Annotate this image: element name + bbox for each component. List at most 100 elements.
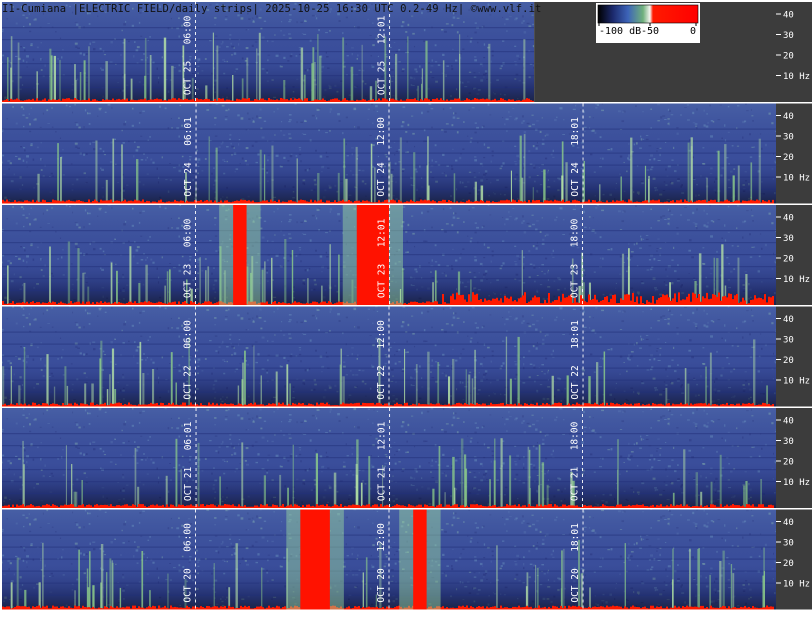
lowfreq-red [84,202,86,204]
lowfreq-red [60,301,62,305]
lowfreq-red [408,201,410,204]
band-line [2,63,535,65]
lowfreq-red [456,608,458,610]
freq-tick-label: 40 [783,11,794,21]
lowfreq-red [740,506,742,508]
lowfreq-red [204,99,206,102]
lowfreq-red [296,606,298,610]
lowfreq-red [328,200,330,204]
lowfreq-red [712,200,714,204]
lowfreq-red [12,607,14,610]
activity-spike [689,548,691,610]
lowfreq-red [526,98,528,102]
activity-spike [83,60,86,102]
lowfreq-red [522,405,524,407]
lowfreq-red [220,200,222,204]
lowfreq-red [30,405,32,407]
lowfreq-red [502,98,504,102]
lowfreq-red [24,403,26,407]
lowfreq-red [524,292,526,305]
lowfreq-red [418,504,420,508]
lowfreq-red [770,606,772,610]
lowfreq-red [292,607,294,610]
activity-spike [213,563,215,610]
lowfreq-red [666,294,668,305]
activity-spike [589,587,591,610]
lowfreq-red [474,98,476,102]
lowfreq-red [632,202,634,204]
lowfreq-red [766,302,768,305]
lowfreq-red [108,302,110,305]
lowfreq-red [702,403,704,407]
lowfreq-red [552,404,554,407]
lowfreq-red [448,504,450,508]
lowfreq-red [30,302,32,305]
lowfreq-red [634,201,636,204]
lowfreq-red [742,403,744,407]
lowfreq-red [148,404,150,407]
lowfreq-red [58,506,60,508]
lowfreq-red [182,504,184,508]
time-label: 18:01 [570,320,581,349]
lowfreq-red [428,404,430,407]
lowfreq-red [654,607,656,610]
lowfreq-red [608,202,610,204]
lowfreq-red [88,504,90,508]
lowfreq-red [138,200,140,204]
lowfreq-red [468,199,470,204]
lowfreq-red [720,607,722,610]
lowfreq-red [232,403,234,407]
lowfreq-red [526,403,528,407]
lowfreq-red [268,403,270,407]
lowfreq-red [126,404,128,407]
lowfreq-red [528,301,530,305]
lowfreq-red [448,608,450,610]
lowfreq-red [438,99,440,102]
lowfreq-red [372,202,374,204]
lowfreq-red [388,202,390,204]
lowfreq-red [500,605,502,610]
lowfreq-red [768,606,770,610]
lowfreq-red [222,404,224,407]
lowfreq-red [508,505,510,508]
lowfreq-red [320,402,322,407]
lowfreq-red [692,506,694,508]
lowfreq-red [700,605,702,610]
activity-spike [175,438,178,508]
lowfreq-red [666,606,668,610]
activity-spike [644,165,647,204]
lowfreq-red [74,201,76,204]
lowfreq-red [540,504,542,508]
lowfreq-red [252,608,254,610]
activity-spike [378,338,381,407]
lowfreq-red [38,201,40,204]
lowfreq-red [566,201,568,204]
lowfreq-red [612,506,614,508]
lowfreq-red [66,405,68,407]
lowfreq-red [50,404,52,407]
lowfreq-red [618,404,620,407]
activity-spike [23,282,26,305]
lowfreq-red [600,403,602,407]
lowfreq-red [330,302,332,305]
lowfreq-red [732,299,734,305]
lowfreq-red [54,505,56,508]
lowfreq-red [138,404,140,407]
time-label: 12:01 [377,421,388,450]
lowfreq-red [142,504,144,508]
lowfreq-red [280,505,282,508]
lowfreq-red [114,100,116,102]
lowfreq-red [192,505,194,508]
lowfreq-red [762,402,764,407]
lowfreq-red [622,608,624,610]
lowfreq-red [588,505,590,508]
lowfreq-red [444,100,446,102]
activity-spike [721,244,724,305]
lowfreq-red [62,200,64,204]
activity-spike [88,46,90,102]
lowfreq-red [532,608,534,610]
lowfreq-red [462,404,464,407]
lowfreq-red [666,201,668,204]
lowfreq-red [518,504,520,508]
lowfreq-red [692,606,694,610]
